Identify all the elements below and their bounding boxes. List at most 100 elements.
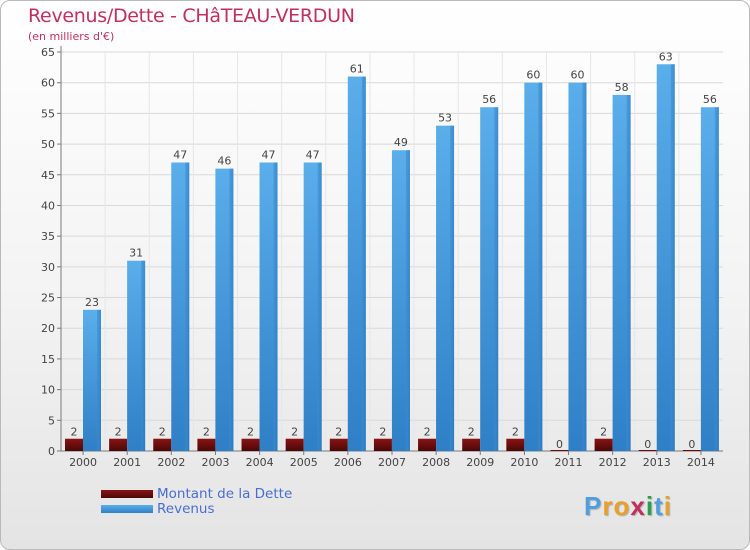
y-tick-label-35: 35 xyxy=(41,230,55,243)
bar-revenue-2002 xyxy=(171,162,190,451)
proxiti-logo: Proxiti xyxy=(584,491,672,522)
data-label-debt-2008: 2 xyxy=(424,426,431,439)
y-tick-label-50: 50 xyxy=(41,138,55,151)
bar-revenue-shade-2009 xyxy=(494,107,499,451)
data-label-revenue-2000: 23 xyxy=(85,296,99,309)
data-label-revenue-2008: 53 xyxy=(438,112,452,125)
bar-revenue-2014 xyxy=(700,107,719,451)
data-label-debt-2003: 2 xyxy=(203,426,210,439)
bar-debt-2012 xyxy=(594,438,613,451)
data-label-debt-2001: 2 xyxy=(115,426,122,439)
x-tick-label-2014: 2014 xyxy=(687,456,715,469)
data-label-debt-2010: 2 xyxy=(512,426,519,439)
data-label-revenue-2010: 60 xyxy=(526,69,540,82)
data-label-debt-2007: 2 xyxy=(379,426,386,439)
bar-revenue-shade-2004 xyxy=(273,162,278,451)
bar-debt-2005 xyxy=(285,438,304,451)
y-tick-label-20: 20 xyxy=(41,322,55,335)
chart-subtitle: (en milliers d'€) xyxy=(28,30,115,43)
data-label-revenue-2001: 31 xyxy=(129,247,143,260)
logo-letter: t xyxy=(654,491,664,521)
logo-letter: i xyxy=(663,491,672,521)
bar-revenue-2012 xyxy=(612,94,631,451)
bar-revenue-2007 xyxy=(391,150,410,451)
data-label-revenue-2012: 58 xyxy=(615,81,629,94)
bar-debt-2014 xyxy=(682,450,701,451)
bar-revenue-shade-2006 xyxy=(361,76,366,452)
x-tick-label-2000: 2000 xyxy=(69,456,97,469)
data-label-revenue-2014: 56 xyxy=(703,93,717,106)
data-label-debt-2009: 2 xyxy=(468,426,475,439)
data-label-debt-2004: 2 xyxy=(247,426,254,439)
bar-debt-2004 xyxy=(241,438,260,451)
bar-debt-2010 xyxy=(506,438,525,451)
data-label-debt-2005: 2 xyxy=(291,426,298,439)
x-tick-label-2006: 2006 xyxy=(334,456,362,469)
data-label-debt-2014: 0 xyxy=(688,438,695,451)
chart-title: Revenus/Dette - CHâTEAU-VERDUN xyxy=(28,5,355,27)
x-tick-label-2001: 2001 xyxy=(113,456,141,469)
x-tick-label-2009: 2009 xyxy=(466,456,494,469)
bar-debt-2009 xyxy=(462,438,481,451)
bar-revenue-2006 xyxy=(347,76,366,452)
bar-revenue-2005 xyxy=(303,162,322,451)
y-tick-label-55: 55 xyxy=(41,107,55,120)
x-tick-label-2005: 2005 xyxy=(290,456,318,469)
bar-revenue-2011 xyxy=(568,82,587,451)
bar-revenue-2009 xyxy=(480,107,499,451)
data-label-revenue-2002: 47 xyxy=(173,148,187,161)
x-tick-label-2002: 2002 xyxy=(157,456,185,469)
bar-debt-2011 xyxy=(550,450,569,451)
bar-revenue-2001 xyxy=(127,260,146,451)
bar-revenue-shade-2007 xyxy=(405,150,410,451)
data-label-revenue-2006: 61 xyxy=(350,63,364,76)
bar-debt-2000 xyxy=(65,438,83,451)
x-tick-label-2003: 2003 xyxy=(201,456,229,469)
bar-revenue-shade-2008 xyxy=(450,125,455,452)
bar-revenue-shade-2001 xyxy=(141,260,146,451)
x-tick-label-2007: 2007 xyxy=(378,456,406,469)
x-tick-label-2013: 2013 xyxy=(643,456,671,469)
data-label-revenue-2007: 49 xyxy=(394,136,408,149)
y-tick-label-25: 25 xyxy=(41,292,55,305)
data-label-debt-2013: 0 xyxy=(644,438,651,451)
data-label-revenue-2004: 47 xyxy=(262,148,276,161)
bar-debt-2007 xyxy=(373,438,392,451)
y-tick-label-60: 60 xyxy=(41,77,55,90)
x-tick-label-2008: 2008 xyxy=(422,456,450,469)
x-tick-label-2011: 2011 xyxy=(555,456,583,469)
bar-revenue-shade-2003 xyxy=(229,168,234,451)
bar-revenue-shade-2013 xyxy=(670,64,675,452)
legend-swatch-debt xyxy=(101,490,153,498)
bar-revenue-shade-2005 xyxy=(317,162,322,451)
bar-debt-2013 xyxy=(638,450,657,451)
bar-revenue-shade-2010 xyxy=(538,82,543,451)
y-tick-label-65: 65 xyxy=(41,46,55,59)
y-tick-label-30: 30 xyxy=(41,261,55,274)
logo-letter: x xyxy=(630,491,646,521)
y-tick-label-40: 40 xyxy=(41,199,55,212)
bar-revenue-2008 xyxy=(436,125,455,452)
data-label-debt-2000: 2 xyxy=(71,426,78,439)
bar-revenue-2004 xyxy=(259,162,278,451)
bar-debt-2008 xyxy=(418,438,437,451)
y-tick-label-15: 15 xyxy=(41,353,55,366)
legend-swatch-revenue xyxy=(101,505,153,513)
bar-revenue-2013 xyxy=(656,64,675,452)
bar-debt-2001 xyxy=(109,438,128,451)
bar-debt-2003 xyxy=(197,438,216,451)
bar-revenue-2000 xyxy=(83,309,101,451)
bar-debt-2006 xyxy=(329,438,348,451)
x-tick-label-2010: 2010 xyxy=(510,456,538,469)
data-label-debt-2002: 2 xyxy=(159,426,166,439)
logo-letter: r xyxy=(602,491,614,521)
y-tick-label-0: 0 xyxy=(48,445,55,458)
bar-revenue-shade-2011 xyxy=(582,82,587,451)
logo-letter: o xyxy=(613,491,631,521)
x-tick-label-2012: 2012 xyxy=(599,456,627,469)
x-tick-label-2004: 2004 xyxy=(246,456,274,469)
y-tick-label-5: 5 xyxy=(48,414,55,427)
bar-layer xyxy=(65,64,719,452)
